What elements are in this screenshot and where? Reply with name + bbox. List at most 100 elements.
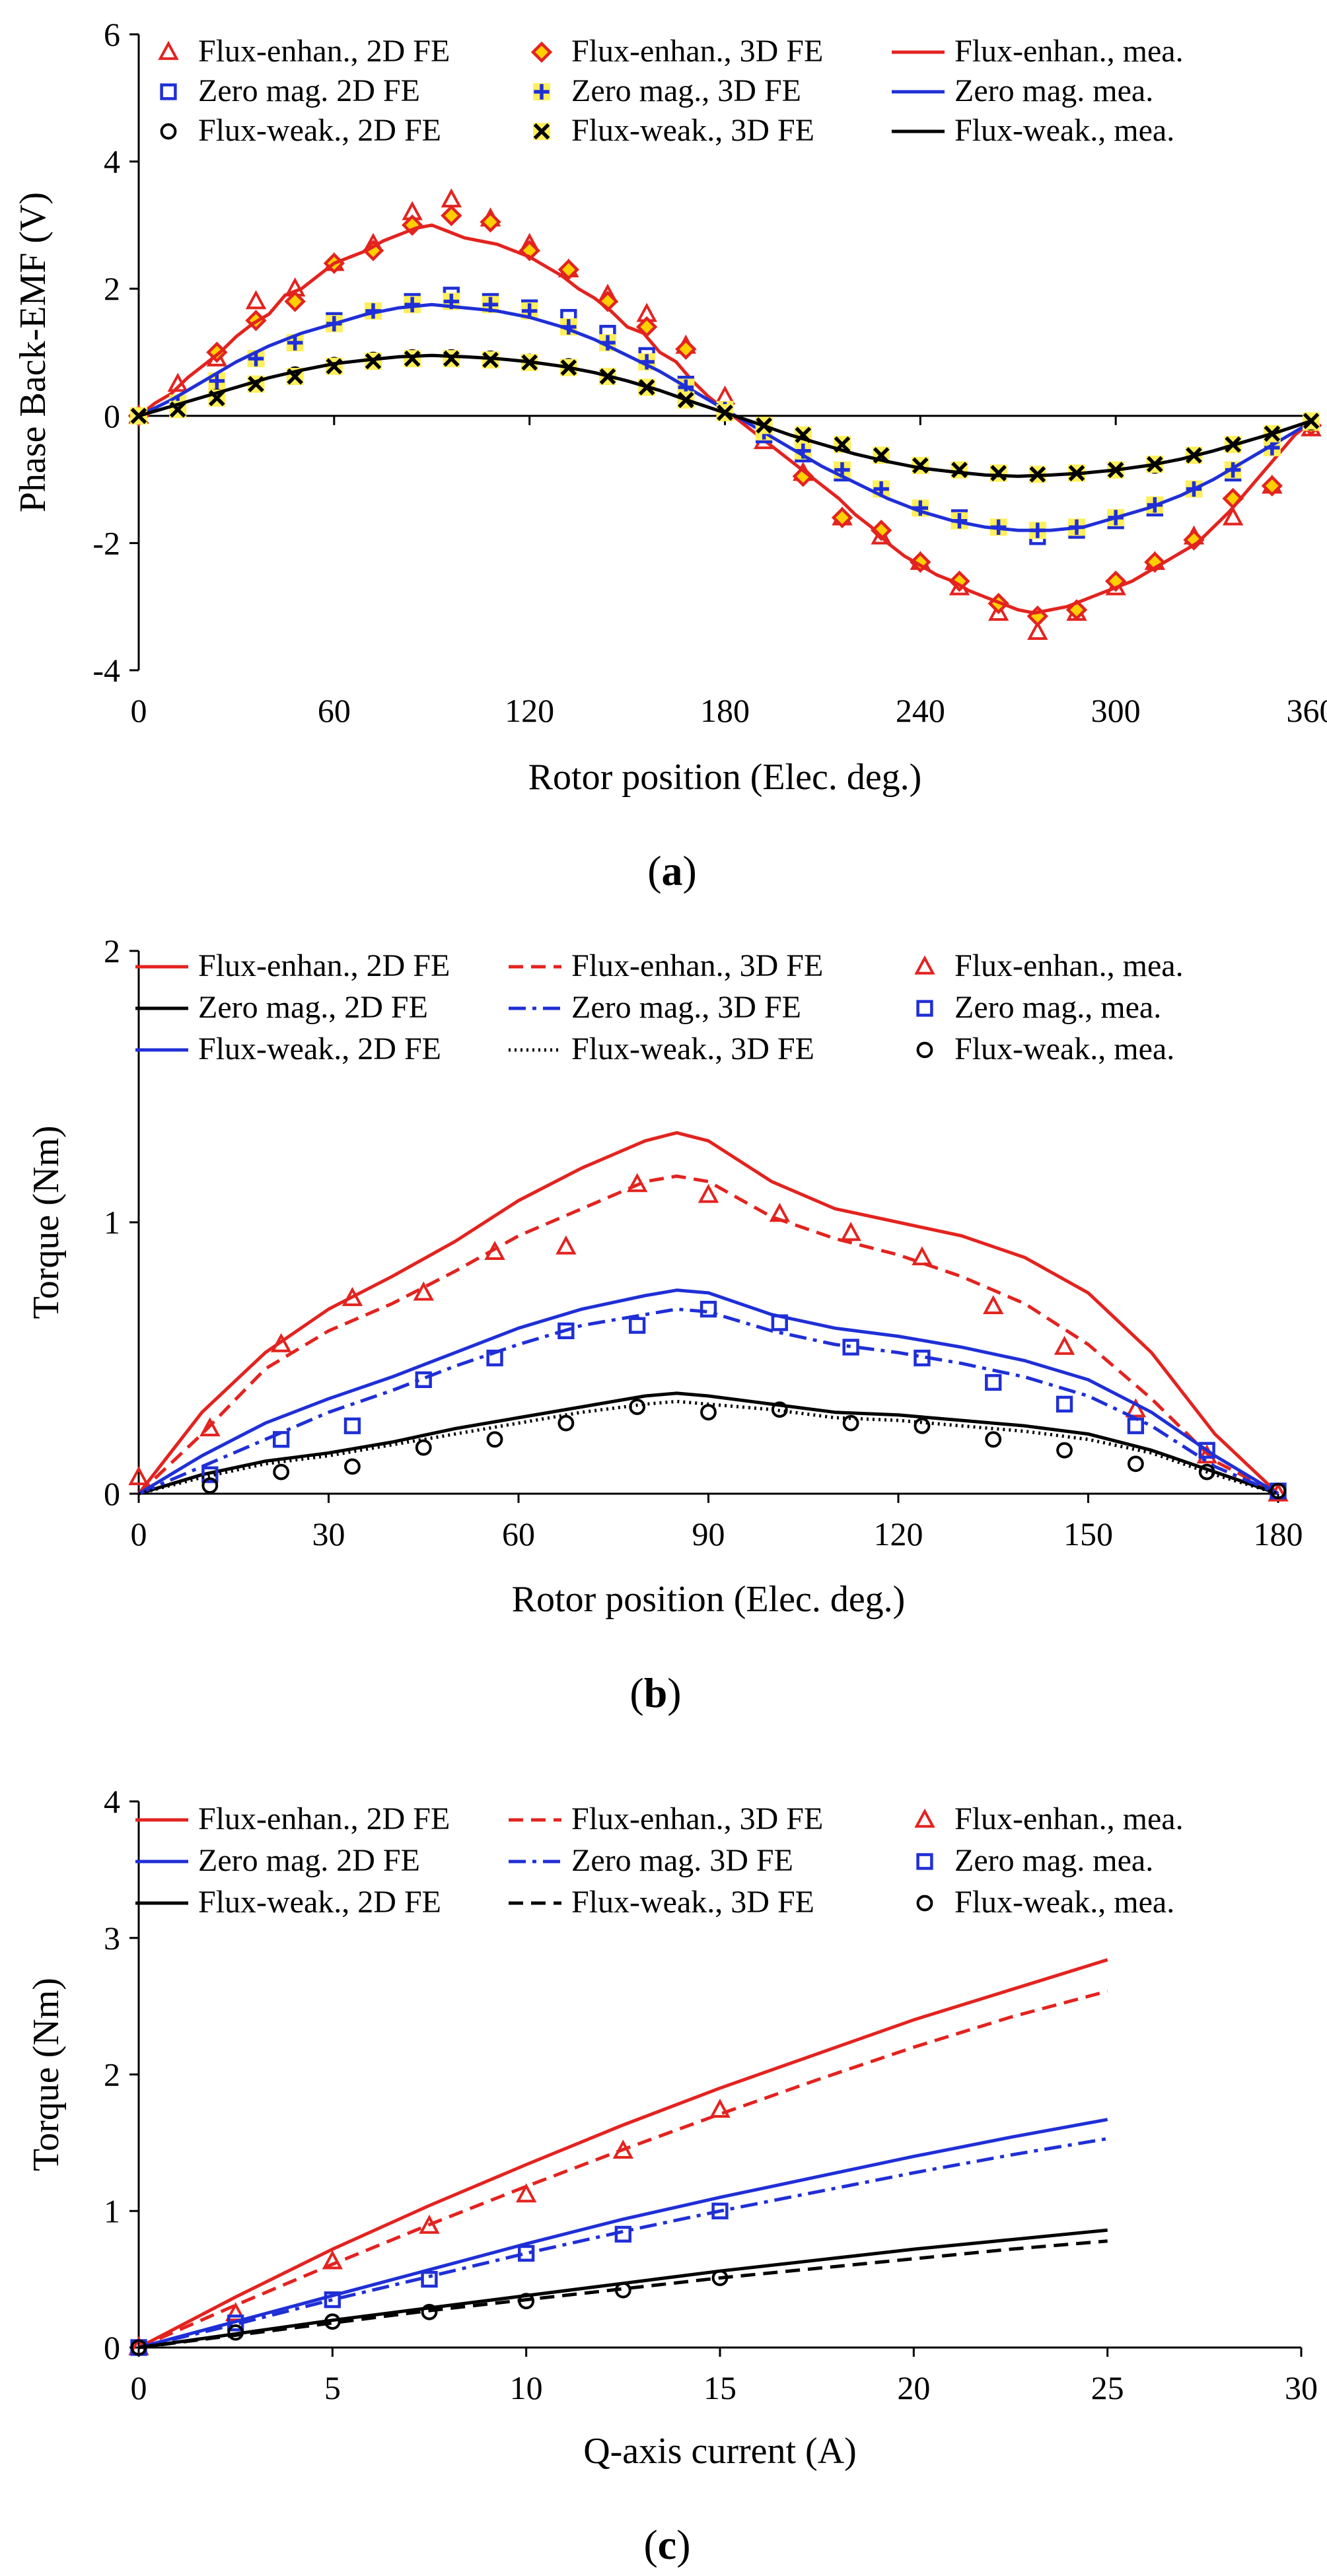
- x-tick-label: 30: [312, 1515, 345, 1552]
- legend-swatch: [914, 1808, 935, 1828]
- legend-item: Zero mag. 2D FE: [135, 1843, 420, 1878]
- legend-label: Flux-enhan., 2D FE: [198, 948, 450, 983]
- x-tick-label: 300: [1091, 692, 1141, 729]
- data-point: [480, 211, 501, 233]
- legend-label: Flux-enhan., mea.: [954, 34, 1184, 69]
- data-point: [711, 2270, 729, 2286]
- chart-panel-a: -4-20246060120180240300360Rotor position…: [13, 16, 1327, 894]
- legend-label: Zero mag., 3D FE: [571, 990, 801, 1025]
- data-point: [1056, 1442, 1073, 1459]
- x-tick-label: 180: [1254, 1515, 1303, 1552]
- legend-swatch: [916, 1041, 933, 1059]
- series-line: [138, 1391, 1279, 1496]
- legend-item: Zero mag., 3D FE: [533, 73, 801, 108]
- legend-swatch: [533, 123, 550, 140]
- legend-item: Flux-weak., 2D FE: [135, 1031, 441, 1066]
- legend-label: Flux-enhan., 3D FE: [571, 948, 823, 983]
- data-point: [518, 2245, 535, 2262]
- legend-item: Flux-enhan., 3D FE: [509, 948, 823, 983]
- y-tick-label: 1: [104, 2192, 120, 2229]
- data-point: [912, 1246, 933, 1266]
- data-point: [421, 2303, 438, 2320]
- legend-label: Flux-weak., mea.: [954, 1031, 1174, 1066]
- y-tick-label: 4: [104, 1783, 120, 1820]
- data-point: [1222, 506, 1244, 526]
- data-point: [324, 2313, 341, 2330]
- series-zero-mag-3d-fe: [138, 2137, 1108, 2350]
- y-tick-label: -2: [92, 524, 120, 561]
- x-tick-label: 0: [131, 1515, 147, 1552]
- y-tick-label: 0: [104, 1475, 120, 1512]
- legend-label: Flux-weak., 3D FE: [571, 1885, 814, 1920]
- x-tick-label: 60: [318, 692, 351, 729]
- x-tick-label: 5: [324, 2369, 341, 2406]
- data-point: [709, 2099, 731, 2118]
- legend-label: Flux-enhan., mea.: [954, 948, 1184, 983]
- series-line: [137, 1958, 1108, 2350]
- legend-label: Flux-enhan., 2D FE: [198, 34, 450, 69]
- data-point: [1198, 1463, 1215, 1480]
- legend-label: Flux-weak., 2D FE: [198, 1885, 441, 1920]
- legend-label: Zero mag. 2D FE: [198, 1843, 420, 1878]
- data-point: [169, 401, 187, 419]
- legend-label: Flux-enhan., 2D FE: [198, 1801, 450, 1836]
- legend-swatch: [916, 1000, 933, 1017]
- data-point: [1125, 1398, 1147, 1418]
- series-flux-enhan-2d-fe: [137, 1958, 1108, 2350]
- data-point: [441, 188, 462, 208]
- data-point: [985, 1374, 1002, 1391]
- data-point: [484, 1241, 505, 1260]
- x-tick-label: 90: [692, 1515, 725, 1552]
- x-tick-label: 30: [1285, 2369, 1318, 2406]
- legend-label: Flux-enhan., mea.: [954, 1801, 1184, 1836]
- data-point: [273, 1463, 290, 1480]
- legend-swatch: [160, 83, 177, 100]
- series-line: [138, 1399, 1279, 1496]
- y-axis-title-c: Torque (Nm): [26, 1978, 67, 2171]
- legend-label: Zero mag. 2D FE: [198, 73, 420, 108]
- legend-swatch: [158, 40, 179, 60]
- data-point: [840, 1222, 861, 1241]
- series-flux-enhan-3d-fe: [137, 1174, 1279, 1496]
- legend-item: Flux-enhan., mea.: [892, 34, 1184, 69]
- legend-item: Flux-enhan., 3D FE: [509, 1801, 823, 1836]
- data-point: [614, 2281, 631, 2299]
- legend-item: Flux-weak., 3D FE: [509, 1031, 814, 1066]
- data-point: [842, 1339, 859, 1356]
- data-point: [1270, 1482, 1287, 1500]
- series-line: [138, 353, 1312, 478]
- legend-label: Zero mag., 3D FE: [571, 73, 801, 108]
- legend-swatch: [530, 41, 553, 63]
- y-tick-label: -4: [92, 652, 120, 689]
- data-point: [322, 2250, 343, 2270]
- legend-label: Flux-weak., 2D FE: [198, 1031, 441, 1066]
- data-point: [1198, 1442, 1215, 1459]
- x-tick-label: 240: [896, 692, 945, 729]
- legend-item: Flux-enhan., mea.: [914, 948, 1184, 983]
- series-flux-enhan-mea: [128, 2099, 731, 2355]
- legend-item: Zero mag. mea.: [916, 1843, 1153, 1878]
- series-flux-weak-3d-fe: [138, 2239, 1108, 2350]
- data-point: [441, 205, 462, 226]
- data-point: [612, 2140, 634, 2159]
- data-point: [771, 1401, 788, 1418]
- legend-a: Flux-enhan., 2D FE Flux-enhan., 3D FE Flux…: [158, 34, 1184, 148]
- data-point: [486, 1431, 503, 1448]
- legend-swatch: [916, 1853, 933, 1870]
- data-point: [130, 2339, 147, 2356]
- y-tick-label: 0: [104, 398, 120, 435]
- data-point: [699, 1300, 717, 1318]
- series-zero-mag-2d-fe: [138, 2118, 1108, 2350]
- y-tick-label: 4: [104, 143, 120, 180]
- series-line: [137, 1989, 1108, 2350]
- panel-caption-c: (c): [643, 2521, 690, 2568]
- y-tick-label: 1: [104, 1204, 120, 1241]
- x-tick-label: 120: [505, 692, 554, 729]
- series-line: [138, 1307, 1279, 1496]
- legend-label: Zero mag. mea.: [954, 1843, 1153, 1878]
- x-tick-label: 20: [897, 2369, 930, 2406]
- x-tick-label: 10: [510, 2369, 543, 2406]
- y-axis-title-a: Phase Back-EMF (V): [13, 192, 54, 512]
- data-point: [985, 1431, 1002, 1448]
